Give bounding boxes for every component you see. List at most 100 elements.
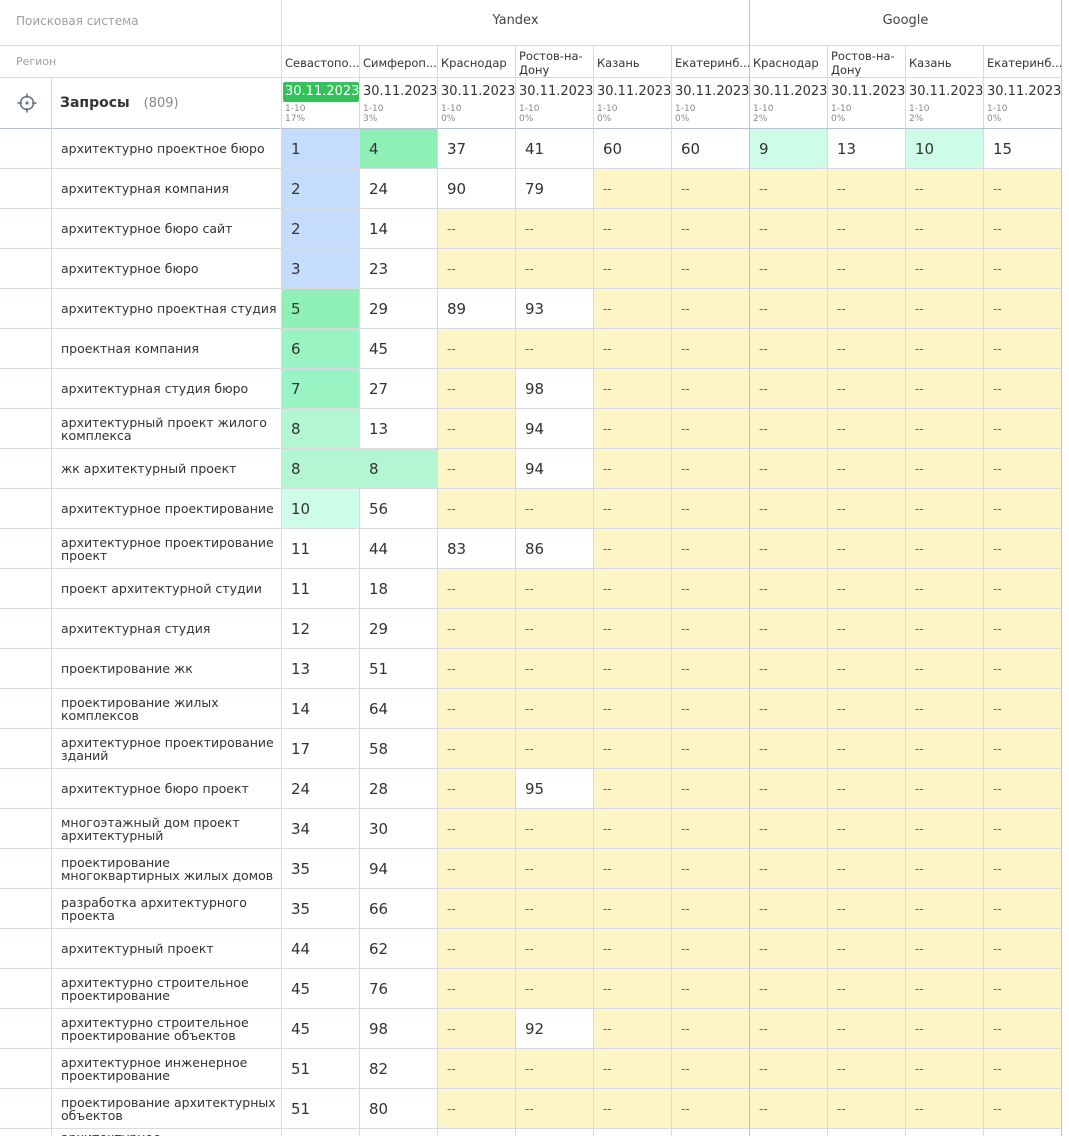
position-cell[interactable]: 76 [360, 969, 438, 1009]
position-cell[interactable]: 51 [282, 1049, 360, 1089]
position-cell[interactable]: -- [594, 969, 672, 1009]
region-column-header[interactable]: Екатеринб... [672, 46, 750, 78]
keyword-cell[interactable]: архитектурный проект жилого комплекса [52, 409, 282, 449]
position-cell[interactable]: -- [438, 729, 516, 769]
position-cell[interactable]: -- [750, 609, 828, 649]
position-cell[interactable]: -- [516, 809, 594, 849]
position-cell[interactable]: 89 [438, 289, 516, 329]
position-cell[interactable]: 7 [282, 369, 360, 409]
position-cell[interactable]: -- [984, 889, 1062, 929]
position-cell[interactable]: -- [438, 649, 516, 689]
position-cell[interactable]: -- [516, 569, 594, 609]
position-cell[interactable]: -- [984, 929, 1062, 969]
position-cell[interactable]: 18 [360, 569, 438, 609]
position-cell[interactable]: -- [672, 489, 750, 529]
date-column-header[interactable]: 30.11.2023 1-10 3% [360, 78, 438, 129]
position-cell[interactable]: -- [516, 929, 594, 969]
position-cell[interactable]: 98 [360, 1009, 438, 1049]
position-cell[interactable]: -- [828, 689, 906, 729]
position-cell[interactable]: -- [594, 809, 672, 849]
position-cell[interactable]: 45 [282, 969, 360, 1009]
position-cell[interactable]: 13 [360, 409, 438, 449]
position-cell[interactable]: -- [438, 1009, 516, 1049]
position-cell[interactable]: -- [594, 569, 672, 609]
position-cell[interactable]: 60 [594, 129, 672, 169]
position-cell[interactable]: -- [750, 169, 828, 209]
position-cell[interactable]: -- [438, 809, 516, 849]
region-column-header[interactable]: Ростов-на-Дону [828, 46, 906, 78]
region-column-header[interactable]: Севастопо... [282, 46, 360, 78]
position-cell[interactable]: 62 [360, 929, 438, 969]
position-cell[interactable]: -- [984, 769, 1062, 809]
keyword-cell[interactable]: архитектурное проектирование проект [52, 529, 282, 569]
position-cell[interactable]: 35 [282, 889, 360, 929]
position-cell[interactable]: 60 [672, 129, 750, 169]
position-cell[interactable]: -- [984, 689, 1062, 729]
position-cell[interactable]: -- [672, 1089, 750, 1129]
position-cell[interactable]: -- [828, 649, 906, 689]
position-cell[interactable]: -- [984, 809, 1062, 849]
position-cell[interactable]: -- [828, 889, 906, 929]
position-cell[interactable]: 94 [360, 849, 438, 889]
position-cell[interactable]: -- [594, 889, 672, 929]
position-cell[interactable]: 30 [360, 809, 438, 849]
position-cell[interactable]: 86 [516, 529, 594, 569]
position-cell[interactable]: -- [438, 249, 516, 289]
position-cell[interactable]: 83 [438, 529, 516, 569]
position-cell[interactable]: -- [594, 169, 672, 209]
position-cell[interactable]: -- [672, 169, 750, 209]
position-cell[interactable]: -- [984, 729, 1062, 769]
keyword-cell[interactable]: проектирование жилых комплексов [52, 689, 282, 729]
position-cell[interactable]: -- [984, 449, 1062, 489]
position-cell[interactable]: -- [906, 1089, 984, 1129]
position-cell[interactable]: -- [906, 249, 984, 289]
position-cell[interactable]: -- [828, 529, 906, 569]
position-cell[interactable] [828, 1129, 906, 1136]
position-cell[interactable]: -- [906, 529, 984, 569]
keyword-cell[interactable]: архитектурно проектная студия [52, 289, 282, 329]
position-cell[interactable]: -- [672, 1009, 750, 1049]
position-cell[interactable]: 92 [516, 1009, 594, 1049]
position-cell[interactable]: -- [672, 1049, 750, 1089]
position-cell[interactable]: -- [594, 409, 672, 449]
position-cell[interactable]: 13 [282, 649, 360, 689]
position-cell[interactable]: -- [438, 449, 516, 489]
position-cell[interactable]: -- [750, 929, 828, 969]
position-cell[interactable]: 58 [360, 729, 438, 769]
keyword-cell[interactable]: архитектурный проект [52, 929, 282, 969]
date-column-header[interactable]: 30.11.2023 1-10 0% [672, 78, 750, 129]
position-cell[interactable]: -- [984, 209, 1062, 249]
position-cell[interactable]: 24 [360, 169, 438, 209]
position-cell[interactable]: -- [906, 929, 984, 969]
keyword-cell[interactable]: архитектурное бюро [52, 249, 282, 289]
position-cell[interactable]: 8 [282, 449, 360, 489]
position-cell[interactable]: -- [516, 609, 594, 649]
position-cell[interactable]: -- [438, 1089, 516, 1129]
position-cell[interactable]: -- [672, 849, 750, 889]
position-cell[interactable]: -- [906, 609, 984, 649]
position-cell[interactable]: -- [906, 689, 984, 729]
position-cell[interactable]: 44 [360, 529, 438, 569]
queries-header[interactable]: Запросы (809) [52, 78, 282, 129]
position-cell[interactable]: -- [672, 369, 750, 409]
position-cell[interactable]: -- [672, 329, 750, 369]
position-cell[interactable]: -- [984, 289, 1062, 329]
position-cell[interactable]: 37 [438, 129, 516, 169]
position-cell[interactable] [360, 1129, 438, 1136]
position-cell[interactable]: 27 [360, 369, 438, 409]
position-cell[interactable]: -- [984, 529, 1062, 569]
date-column-header[interactable]: 30.11.2023 1-10 0% [828, 78, 906, 129]
position-cell[interactable]: -- [438, 1049, 516, 1089]
keyword-cell[interactable]: архитектурная студия бюро [52, 369, 282, 409]
keyword-cell[interactable]: архитектурно строительное проектирование… [52, 1009, 282, 1049]
position-cell[interactable]: 82 [360, 1049, 438, 1089]
date-column-header[interactable]: 30.11.2023 1-10 0% [438, 78, 516, 129]
position-cell[interactable]: 24 [282, 769, 360, 809]
position-cell[interactable]: -- [594, 1089, 672, 1129]
position-cell[interactable]: 15 [984, 129, 1062, 169]
position-cell[interactable]: 1 [282, 129, 360, 169]
position-cell[interactable] [984, 1129, 1062, 1136]
keyword-cell[interactable]: жк архитектурный проект [52, 449, 282, 489]
position-cell[interactable]: -- [828, 409, 906, 449]
date-column-header[interactable]: 30.11.2023 1-10 17% [282, 78, 360, 129]
